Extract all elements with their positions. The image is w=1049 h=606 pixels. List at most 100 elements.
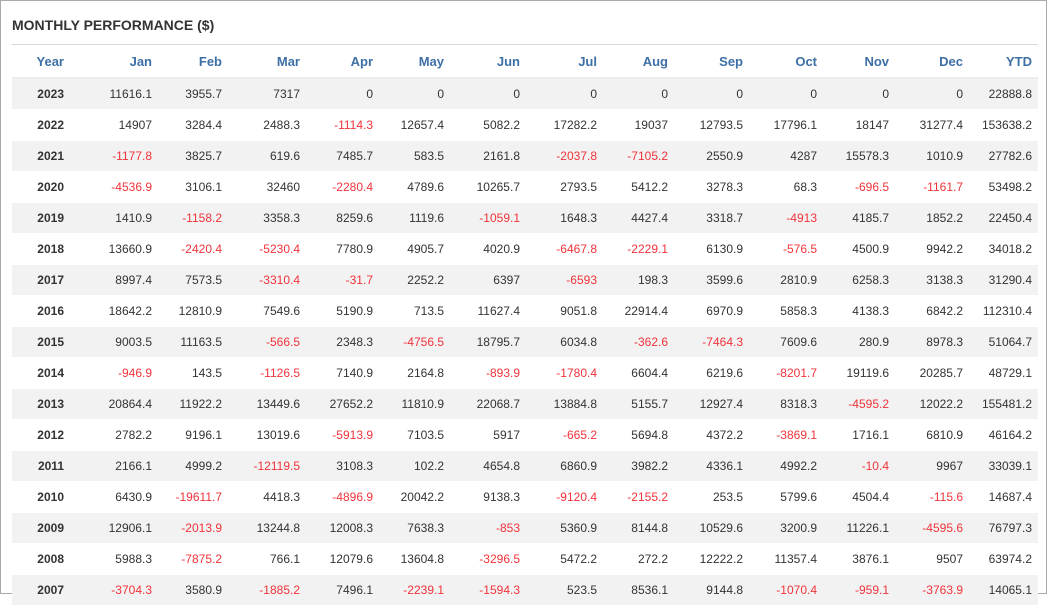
value-cell: 27652.2 <box>306 388 379 420</box>
column-header-jun: Jun <box>450 44 526 79</box>
value-cell: -696.5 <box>823 171 895 203</box>
value-cell: 112310.4 <box>969 295 1038 327</box>
value-cell: 9967 <box>895 450 969 482</box>
value-cell: 3599.6 <box>674 264 749 296</box>
value-cell: 6430.9 <box>74 481 158 513</box>
value-cell: 9051.8 <box>526 295 603 327</box>
table-row: 2013 20864.4 11922.2 13449.6 27652.2 11810.9 2… <box>12 388 1038 420</box>
value-cell: 3955.7 <box>158 78 228 110</box>
value-cell: 7496.1 <box>306 574 379 606</box>
value-cell: 4185.7 <box>823 202 895 234</box>
value-cell: 2161.8 <box>450 140 526 172</box>
value-cell: 4500.9 <box>823 233 895 265</box>
value-cell: 713.5 <box>379 295 450 327</box>
value-cell: 27782.6 <box>969 140 1038 172</box>
value-cell: -31.7 <box>306 264 379 296</box>
value-cell: -6467.8 <box>526 233 603 265</box>
value-cell: -1114.3 <box>306 109 379 141</box>
value-cell: 6842.2 <box>895 295 969 327</box>
value-cell: 0 <box>526 78 603 110</box>
value-cell: 1010.9 <box>895 140 969 172</box>
value-cell: 4287 <box>749 140 823 172</box>
year-cell: 2012 <box>12 419 74 451</box>
value-cell: 31290.4 <box>969 264 1038 296</box>
value-cell: 4020.9 <box>450 233 526 265</box>
value-cell: 4138.3 <box>823 295 895 327</box>
table-row: 2007 -3704.3 3580.9 -1885.2 7496.1 -2239.1 -15… <box>12 574 1038 606</box>
value-cell: 11616.1 <box>74 78 158 110</box>
value-cell: 3108.3 <box>306 450 379 482</box>
value-cell: 4789.6 <box>379 171 450 203</box>
value-cell: 12022.2 <box>895 388 969 420</box>
value-cell: 523.5 <box>526 574 603 606</box>
value-cell: 18147 <box>823 109 895 141</box>
column-header-feb: Feb <box>158 44 228 79</box>
column-header-ytd: YTD <box>969 44 1038 79</box>
value-cell: -665.2 <box>526 419 603 451</box>
value-cell: 6604.4 <box>603 357 674 389</box>
value-cell: -9120.4 <box>526 481 603 513</box>
value-cell: -12119.5 <box>228 450 306 482</box>
value-cell: 3358.3 <box>228 202 306 234</box>
value-cell: 5858.3 <box>749 295 823 327</box>
value-cell: -10.4 <box>823 450 895 482</box>
value-cell: -1594.3 <box>450 574 526 606</box>
value-cell: 22888.8 <box>969 78 1038 110</box>
value-cell: 3318.7 <box>674 202 749 234</box>
value-cell: 11810.9 <box>379 388 450 420</box>
value-cell: 3106.1 <box>158 171 228 203</box>
year-cell: 2007 <box>12 574 74 606</box>
value-cell: 253.5 <box>674 481 749 513</box>
value-cell: 102.2 <box>379 450 450 482</box>
value-cell: 3200.9 <box>749 512 823 544</box>
table-row: 2009 12906.1 -2013.9 13244.8 12008.3 7638.3 -8… <box>12 512 1038 544</box>
value-cell: 2793.5 <box>526 171 603 203</box>
year-cell: 2017 <box>12 264 74 296</box>
value-cell: 1852.2 <box>895 202 969 234</box>
value-cell: -5913.9 <box>306 419 379 451</box>
value-cell: 19037 <box>603 109 674 141</box>
value-cell: 20864.4 <box>74 388 158 420</box>
value-cell: 7609.6 <box>749 326 823 358</box>
value-cell: 0 <box>603 78 674 110</box>
value-cell: 2252.2 <box>379 264 450 296</box>
value-cell: 4418.3 <box>228 481 306 513</box>
value-cell: 12927.4 <box>674 388 749 420</box>
value-cell: 3876.1 <box>823 543 895 575</box>
value-cell: 12008.3 <box>306 512 379 544</box>
value-cell: 12906.1 <box>74 512 158 544</box>
value-cell: 17282.2 <box>526 109 603 141</box>
value-cell: 5412.2 <box>603 171 674 203</box>
table-row: 2010 6430.9 -19611.7 4418.3 -4896.9 20042.2 91… <box>12 481 1038 513</box>
value-cell: 5155.7 <box>603 388 674 420</box>
value-cell: 5917 <box>450 419 526 451</box>
year-cell: 2020 <box>12 171 74 203</box>
table-row: 2021 -1177.8 3825.7 619.6 7485.7 583.5 2161.8-… <box>12 140 1038 172</box>
table-row: 2018 13660.9 -2420.4 -5230.4 7780.9 4905.7 402… <box>12 233 1038 265</box>
value-cell: 10265.7 <box>450 171 526 203</box>
value-cell: 9138.3 <box>450 481 526 513</box>
value-cell: 11226.1 <box>823 512 895 544</box>
value-cell: -4595.6 <box>895 512 969 544</box>
value-cell: 13244.8 <box>228 512 306 544</box>
value-cell: 2810.9 <box>749 264 823 296</box>
value-cell: 18795.7 <box>450 326 526 358</box>
value-cell: -4913 <box>749 202 823 234</box>
year-cell: 2014 <box>12 357 74 389</box>
value-cell: 14687.4 <box>969 481 1038 513</box>
value-cell: 6130.9 <box>674 233 749 265</box>
table-body: 2023 11616.1 3955.7 7317 0 0 0 0 0 0 0 0 0 22888.8 202… <box>12 78 1038 606</box>
value-cell: 31277.4 <box>895 109 969 141</box>
value-cell: 14907 <box>74 109 158 141</box>
value-cell: 14065.1 <box>969 574 1038 606</box>
value-cell: -2013.9 <box>158 512 228 544</box>
year-cell: 2015 <box>12 326 74 358</box>
value-cell: 12793.5 <box>674 109 749 141</box>
value-cell: 2488.3 <box>228 109 306 141</box>
value-cell: 0 <box>379 78 450 110</box>
performance-table: Year Jan Feb Mar Apr May Jun Jul Aug Sep Oct Nov Dec… <box>12 44 1038 606</box>
value-cell: -1780.4 <box>526 357 603 389</box>
value-cell: 22914.4 <box>603 295 674 327</box>
value-cell: -4536.9 <box>74 171 158 203</box>
column-header-year: Year <box>12 44 74 79</box>
